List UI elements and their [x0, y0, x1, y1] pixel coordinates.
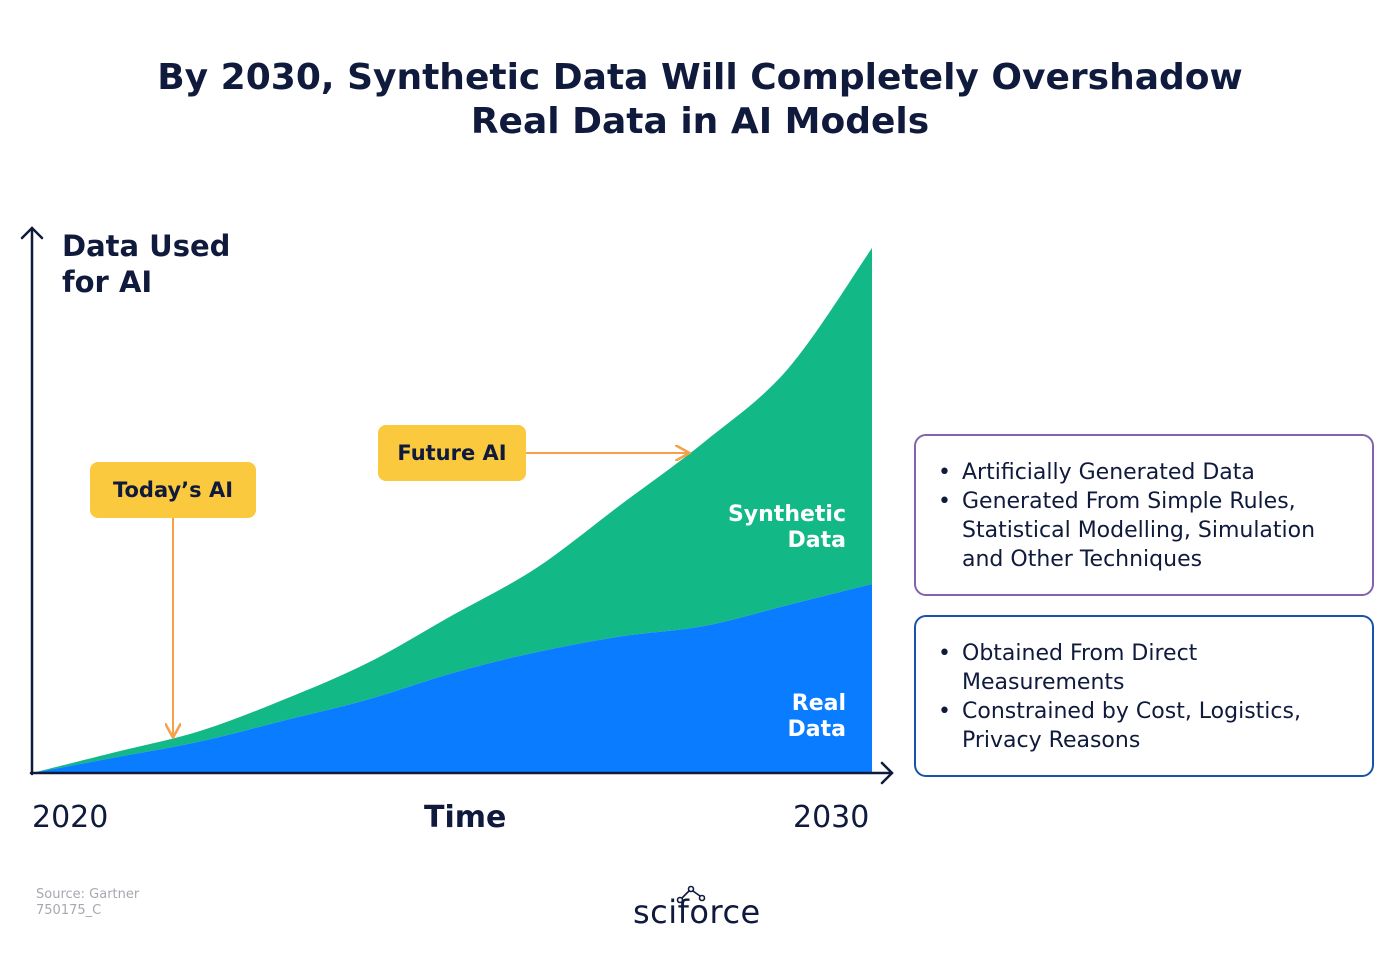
y-axis-arrowhead-right — [30, 226, 44, 240]
todays-ai-callout: Today’s AI — [90, 462, 256, 518]
y-axis-arrowhead-left — [20, 226, 34, 240]
y-axis-label: Data Used for AI — [62, 228, 230, 300]
title-line-2: Real Data in AI Models — [470, 101, 930, 142]
x-tick-2020: 2020 — [32, 800, 109, 835]
synthetic-data-area — [32, 248, 872, 773]
synthetic-info-item: Generated From Simple Rules, Statistical… — [938, 487, 1352, 574]
real-info-item: Constrained by Cost, Logistics, Privacy … — [938, 697, 1352, 755]
real-info-item: Obtained From Direct Measurements — [938, 639, 1352, 697]
y-axis-label-line-1: Data Used — [62, 229, 231, 263]
source-line: Source: Gartner — [36, 887, 140, 902]
real-data-area — [32, 584, 872, 773]
x-axis-label: Time — [424, 800, 507, 835]
real-data-info-box: Obtained From Direct Measurements Constr… — [914, 615, 1374, 777]
synthetic-data-label-line-2: Data — [787, 528, 846, 553]
real-data-info-list: Obtained From Direct Measurements Constr… — [938, 639, 1352, 755]
y-axis-label-line-2: for AI — [62, 265, 153, 299]
synthetic-data-label-line-1: Synthetic — [727, 502, 846, 527]
logo-node-icon — [676, 885, 706, 904]
real-data-label-line-1: Real — [791, 691, 846, 716]
source-code: 750175_C — [36, 903, 102, 918]
axis-layer — [20, 226, 894, 785]
synthetic-info-item: Artificially Generated Data — [938, 458, 1352, 487]
real-data-label: Real Data — [696, 691, 846, 743]
brand-logo: sciforce — [633, 893, 761, 931]
synthetic-data-label: Synthetic Data — [696, 502, 846, 554]
x-axis-arrowhead-bottom — [880, 771, 894, 785]
synthetic-data-info-box: Artificially Generated Data Generated Fr… — [914, 434, 1374, 596]
synthetic-data-info-list: Artificially Generated Data Generated Fr… — [938, 458, 1352, 574]
x-axis-arrowhead-top — [880, 761, 894, 775]
title-line-1: By 2030, Synthetic Data Will Completely … — [157, 57, 1243, 98]
source-note: Source: Gartner 750175_C — [36, 887, 139, 919]
annotation-layer — [173, 453, 688, 736]
area-layer — [32, 248, 872, 773]
real-data-label-line-2: Data — [787, 717, 846, 742]
page-title: By 2030, Synthetic Data Will Completely … — [0, 56, 1400, 144]
future-ai-callout: Future AI — [378, 425, 526, 481]
x-tick-2030: 2030 — [793, 800, 870, 835]
